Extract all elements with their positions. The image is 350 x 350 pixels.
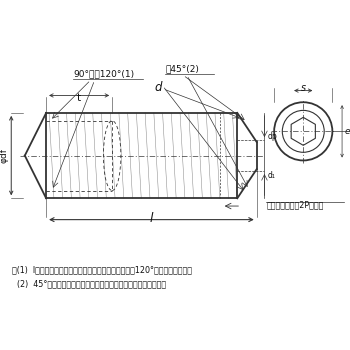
Text: e: e — [345, 127, 350, 136]
Text: 注(1)  lが下の表に示す階段状の点線より短いものは、120°の面取りとする。: 注(1) lが下の表に示す階段状の点線より短いものは、120°の面取りとする。 — [12, 265, 192, 274]
Text: (2)  45°の角度は、おねじの谷の径より下の傾斜部に適用する。: (2) 45°の角度は、おねじの谷の径より下の傾斜部に適用する。 — [12, 280, 166, 289]
Text: 絀45°(2): 絀45°(2) — [166, 64, 199, 73]
Text: 不完全ねじ部（2P以下）: 不完全ねじ部（2P以下） — [266, 200, 324, 209]
Text: d₁: d₁ — [267, 170, 275, 180]
Text: s: s — [301, 83, 306, 93]
Text: dp: dp — [267, 132, 277, 141]
Text: d: d — [154, 80, 161, 93]
Text: φdf: φdf — [0, 148, 8, 163]
Text: t: t — [77, 93, 81, 103]
Text: 90°又は120°(1): 90°又は120°(1) — [74, 69, 134, 78]
Text: l: l — [150, 212, 153, 225]
